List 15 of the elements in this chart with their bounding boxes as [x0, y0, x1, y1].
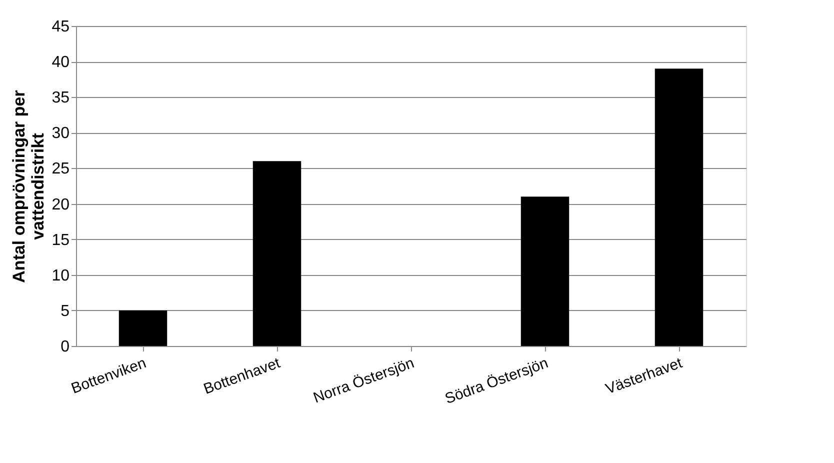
y-tick-label: 25 — [52, 160, 70, 178]
y-tick-label: 30 — [52, 125, 70, 142]
y-tick-label: 15 — [52, 232, 70, 249]
y-axis-title: Antal omprövningar per vattendistrikt — [10, 90, 48, 283]
y-tick-label: 5 — [60, 302, 70, 320]
y-tick-label: 10 — [52, 267, 70, 284]
y-tick-label: 0 — [60, 338, 70, 356]
y-tick-label: 40 — [52, 54, 70, 72]
y-tick-label: 20 — [52, 196, 70, 214]
bar — [252, 161, 302, 346]
y-tick-label: 35 — [52, 90, 70, 107]
bar — [520, 196, 570, 346]
y-tick-label: 45 — [52, 18, 70, 36]
bar — [118, 310, 168, 346]
bar — [654, 68, 704, 346]
